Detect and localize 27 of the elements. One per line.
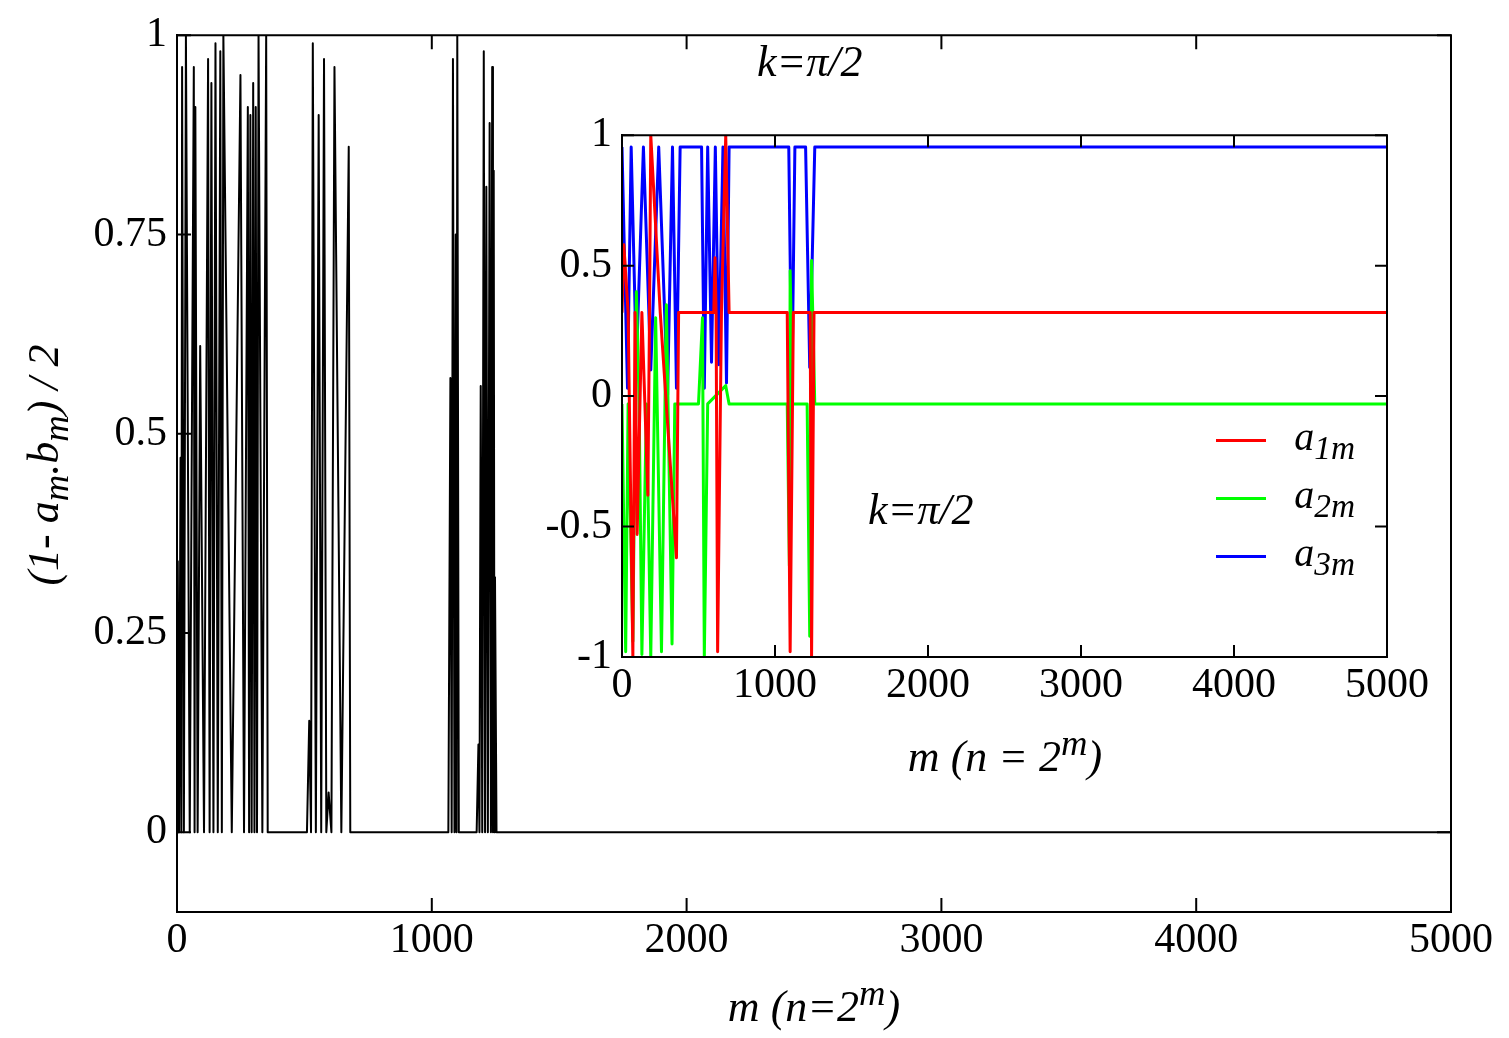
x-tick-label: 1000 — [389, 915, 474, 962]
legend-label: a$_{3m}$ — [1294, 529, 1355, 583]
y-tick-label: 1 — [146, 9, 167, 56]
x-tick-label: 2000 — [886, 660, 970, 707]
y-tick-label: 0.5 — [114, 407, 167, 454]
y-tick-label: 0.75 — [93, 208, 167, 255]
y-tick-label: 0.5 — [559, 239, 612, 286]
x-tick-label: 3000 — [1039, 660, 1123, 707]
x-tick-label: 5000 — [1409, 915, 1493, 962]
x-tick-label: 4000 — [1154, 915, 1239, 962]
x-tick-label: 5000 — [1345, 660, 1429, 707]
y-tick-label: 0.25 — [93, 607, 167, 654]
y-tick-label: 1 — [591, 109, 612, 156]
x-axis-title: m (n = 2$^{m}$) — [907, 722, 1103, 781]
y-tick-label: -1 — [577, 631, 612, 678]
legend-label: a$_{2m}$ — [1294, 471, 1355, 525]
x-tick-label: 1000 — [733, 660, 817, 707]
legend-label: a$_{1m}$ — [1294, 413, 1355, 467]
y-tick-label: -0.5 — [545, 500, 612, 547]
annotation: k=π/2 — [868, 485, 974, 534]
x-tick-label: 3000 — [899, 915, 984, 962]
x-tick-label: 4000 — [1192, 660, 1276, 707]
annotation: k=π/2 — [757, 37, 863, 86]
x-axis-title: m (n=2$^{m}$) — [727, 972, 901, 1031]
x-tick-label: 2000 — [644, 915, 729, 962]
y-tick-label: 0 — [591, 370, 612, 417]
y-tick-label: 0 — [146, 806, 167, 853]
